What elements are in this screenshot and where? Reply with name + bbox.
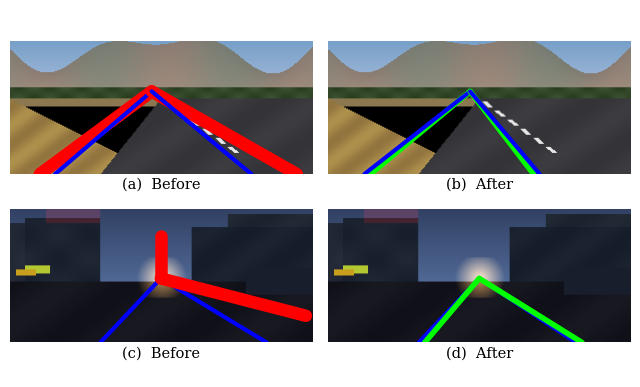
Text: (b)  After: (b) After	[445, 178, 513, 192]
Text: (a)  Before: (a) Before	[122, 178, 200, 192]
Text: (c)  Before: (c) Before	[122, 346, 200, 360]
Text: (d)  After: (d) After	[445, 346, 513, 360]
